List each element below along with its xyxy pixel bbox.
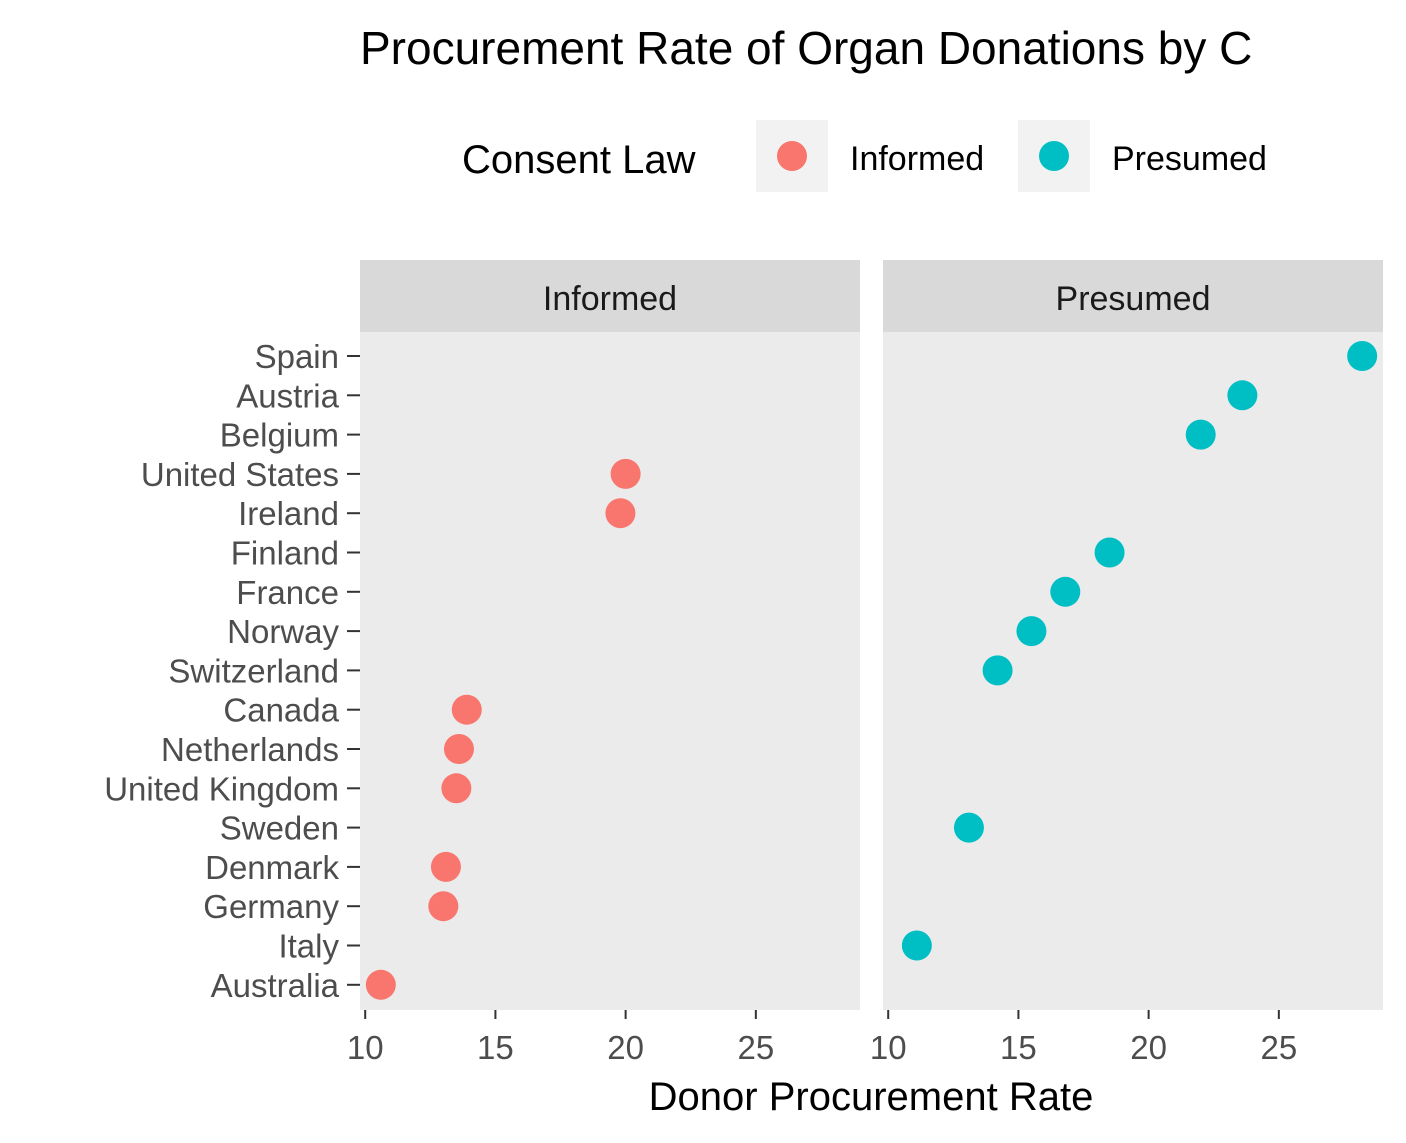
y-tick-label-switzerland: Switzerland <box>168 652 339 689</box>
y-tick-label-france: France <box>236 574 339 611</box>
point-informed-ireland <box>605 498 636 529</box>
x-tick-label-informed-25: 25 <box>737 1029 774 1066</box>
strip-informed <box>360 260 860 332</box>
x-tick-label-informed-10: 10 <box>347 1029 384 1066</box>
legend-label-informed: Informed <box>850 140 984 178</box>
panel-informed: Informed 10 15 20 25 <box>347 260 860 1066</box>
legend-title: Consent Law <box>462 138 696 182</box>
x-tick-label-presumed-15: 15 <box>1000 1029 1037 1066</box>
x-tick-label-presumed-10: 10 <box>870 1029 907 1066</box>
point-informed-australia <box>365 969 396 1000</box>
point-presumed-italy <box>901 930 932 961</box>
x-tick-label-informed-20: 20 <box>607 1029 644 1066</box>
point-presumed-belgium <box>1185 419 1216 450</box>
facet-panels: Informed 10 15 20 25 Presumed 10 15 20 25 <box>347 260 1383 1066</box>
x-tick-label-presumed-25: 25 <box>1260 1029 1297 1066</box>
point-presumed-switzerland <box>982 655 1013 686</box>
y-tick-label-united-kingdom: United Kingdom <box>104 770 339 807</box>
y-tick-label-spain: Spain <box>255 338 339 375</box>
point-presumed-france <box>1050 576 1081 607</box>
y-tick-label-australia: Australia <box>211 967 340 1004</box>
y-tick-label-united-states: United States <box>141 456 339 493</box>
point-informed-canada <box>451 694 482 725</box>
y-tick-label-norway: Norway <box>227 613 339 650</box>
y-tick-label-sweden: Sweden <box>220 810 339 847</box>
point-presumed-sweden <box>953 812 984 843</box>
x-tick-label-presumed-20: 20 <box>1130 1029 1167 1066</box>
legend-label-presumed: Presumed <box>1112 140 1267 178</box>
y-tick-label-ireland: Ireland <box>238 495 339 532</box>
strip-label-informed: Informed <box>543 280 677 318</box>
point-informed-germany <box>428 891 459 922</box>
point-informed-united-states <box>610 458 641 489</box>
y-tick-label-germany: Germany <box>203 888 339 925</box>
x-tick-label-informed-15: 15 <box>477 1029 514 1066</box>
strip-label-presumed: Presumed <box>1056 280 1211 318</box>
y-tick-label-belgium: Belgium <box>220 417 339 454</box>
point-informed-united-kingdom <box>441 773 472 804</box>
y-tick-label-netherlands: Netherlands <box>161 731 339 768</box>
panel-background-presumed <box>883 332 1383 1010</box>
point-informed-denmark <box>430 851 461 882</box>
point-presumed-norway <box>1016 616 1047 647</box>
y-tick-label-denmark: Denmark <box>205 849 339 886</box>
y-tick-label-italy: Italy <box>278 928 339 965</box>
point-informed-netherlands <box>443 734 474 764</box>
legend-marker-presumed <box>1039 141 1069 171</box>
legend: Consent Law Informed Presumed <box>462 120 1267 192</box>
chart-title: Procurement Rate of Organ Donations by C <box>360 22 1252 74</box>
y-tick-label-canada: Canada <box>223 692 339 729</box>
strip-presumed <box>883 260 1383 332</box>
point-presumed-finland <box>1094 537 1125 568</box>
x-axis-title: Donor Procurement Rate <box>649 1075 1094 1119</box>
legend-marker-informed <box>777 141 807 171</box>
y-tick-label-austria: Austria <box>236 377 339 414</box>
panel-presumed: Presumed 10 15 20 25 <box>870 260 1383 1066</box>
point-presumed-austria <box>1227 380 1258 411</box>
point-presumed-spain <box>1347 341 1378 371</box>
y-tick-label-finland: Finland <box>231 535 339 572</box>
